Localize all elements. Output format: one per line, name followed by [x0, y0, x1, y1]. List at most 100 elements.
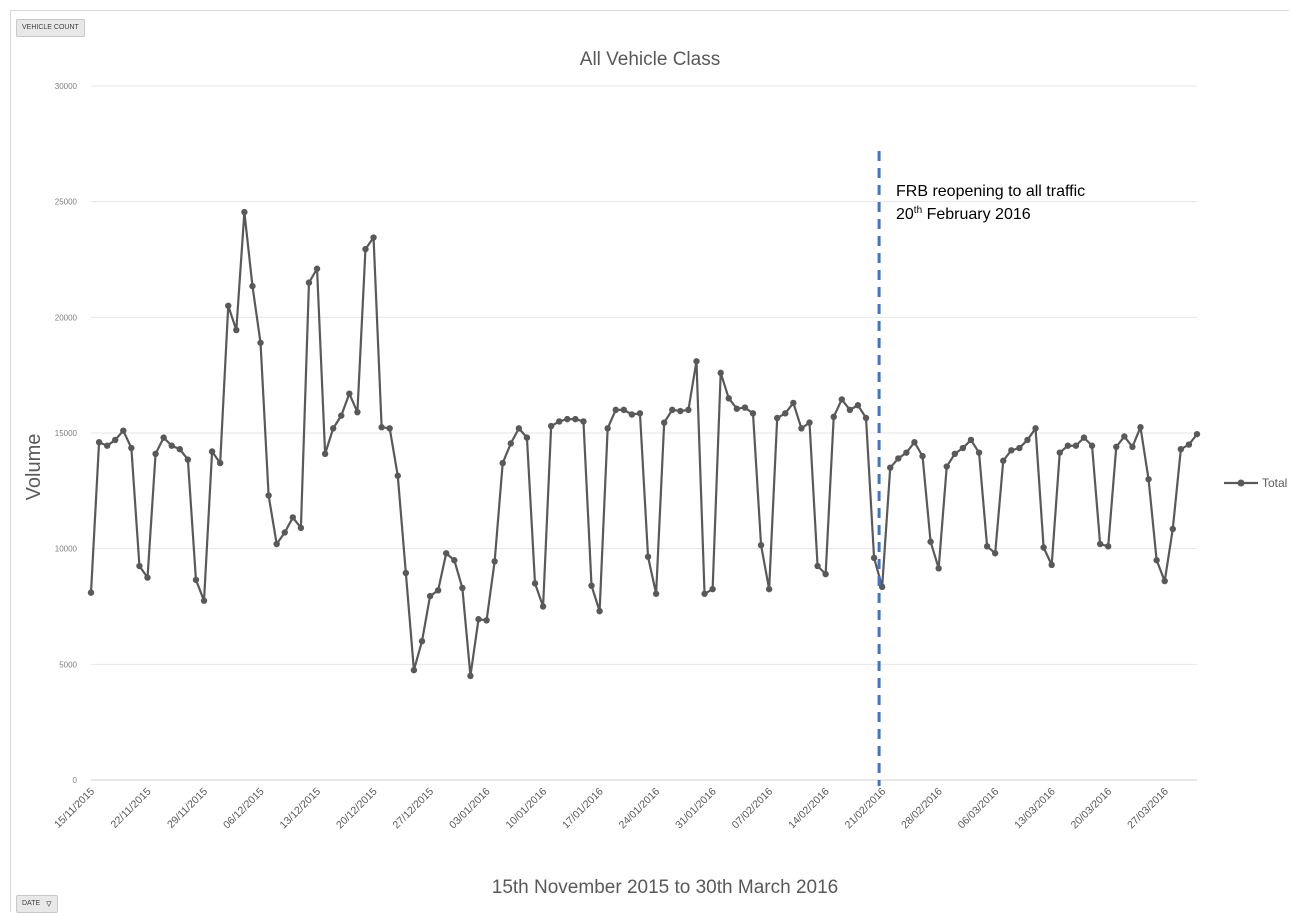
- data-point: [1193, 430, 1201, 438]
- data-point: [1040, 544, 1047, 551]
- data-point: [975, 449, 983, 456]
- data-point: [741, 404, 749, 411]
- x-tick-label: 03/01/2016: [447, 786, 493, 832]
- data-point: [838, 396, 845, 403]
- data-point: [1000, 457, 1007, 464]
- data-point: [725, 395, 732, 402]
- data-point: [580, 418, 587, 425]
- data-point: [507, 440, 514, 447]
- x-tick-label: 22/11/2015: [109, 786, 154, 831]
- data-point: [596, 607, 603, 615]
- data-point: [103, 442, 111, 449]
- data-point: [225, 302, 232, 309]
- chart-title: All Vehicle Class: [580, 49, 720, 70]
- data-point: [628, 411, 636, 418]
- data-point: [620, 406, 628, 414]
- data-point: [983, 543, 991, 550]
- data-point: [1185, 441, 1193, 448]
- data-point: [459, 584, 466, 592]
- data-point: [798, 425, 805, 432]
- data-point: [612, 406, 619, 414]
- vehicle-count-field-button[interactable]: VEHICLE COUNT: [16, 19, 85, 37]
- data-point: [87, 589, 95, 596]
- gridlines: [91, 85, 1197, 781]
- y-axis-label: Volume: [23, 434, 45, 501]
- data-point: [1072, 442, 1080, 449]
- data-point: [822, 570, 829, 578]
- x-tick-label: 27/03/2016: [1125, 786, 1171, 832]
- data-point: [677, 407, 684, 415]
- data-point: [160, 434, 167, 441]
- x-tick-label: 24/01/2016: [617, 786, 663, 832]
- data-point: [757, 541, 765, 549]
- data-point: [273, 540, 280, 548]
- data-point: [1048, 561, 1055, 569]
- y-tick-label: 20000: [55, 313, 78, 322]
- x-tick-label: 20/03/2016: [1069, 786, 1115, 832]
- data-point: [991, 550, 999, 557]
- data-point: [636, 410, 644, 417]
- data-point: [418, 638, 426, 645]
- data-point: [483, 617, 490, 624]
- date-field-label: DATE: [22, 900, 41, 907]
- data-point: [1064, 442, 1072, 449]
- x-tick-label: 21/02/2016: [843, 786, 889, 832]
- data-point: [814, 562, 821, 570]
- data-point: [951, 450, 959, 458]
- data-point: [200, 597, 208, 604]
- x-tick-label: 14/02/2016: [786, 786, 832, 832]
- data-point: [660, 419, 668, 426]
- data-point: [749, 410, 757, 417]
- data-point: [1169, 525, 1176, 533]
- x-tick-label: 20/12/2015: [334, 786, 380, 832]
- data-point: [556, 418, 563, 425]
- legend-label-total: Total: [1262, 476, 1287, 490]
- data-point: [378, 424, 385, 431]
- data-point: [362, 245, 369, 253]
- data-point: [774, 414, 781, 422]
- data-point: [443, 550, 450, 557]
- data-point: [523, 434, 531, 441]
- filter-funnel-icon[interactable]: ▿: [46, 898, 52, 910]
- data-point: [1121, 433, 1128, 440]
- y-tick-label: 10000: [55, 545, 78, 554]
- data-point: [1096, 540, 1104, 548]
- data-point: [1129, 443, 1136, 451]
- data-point: [467, 672, 474, 680]
- data-point: [95, 439, 103, 446]
- data-point: [765, 585, 773, 593]
- data-point: [1104, 543, 1112, 550]
- data-point: [830, 413, 837, 421]
- data-point: [1032, 425, 1039, 432]
- data-point: [547, 422, 555, 430]
- data-point: [644, 553, 652, 560]
- data-point: [903, 449, 910, 456]
- x-tick-label: 06/03/2016: [956, 786, 1002, 832]
- x-tick-label: 10/01/2016: [504, 786, 550, 832]
- data-point: [1024, 436, 1031, 444]
- data-point: [297, 524, 305, 532]
- data-point: [321, 450, 329, 458]
- data-point: [806, 419, 813, 426]
- data-point: [564, 415, 571, 423]
- x-tick-label: 13/03/2016: [1012, 786, 1058, 832]
- data-point: [144, 574, 151, 581]
- data-point: [935, 565, 942, 572]
- data-point: [669, 406, 676, 414]
- data-point: [257, 339, 264, 346]
- data-point: [854, 402, 862, 409]
- data-point: [233, 326, 240, 334]
- data-point: [959, 444, 967, 452]
- x-tick-label: 29/11/2015: [165, 786, 210, 831]
- data-point: [572, 415, 579, 423]
- data-point: [717, 369, 724, 377]
- data-point: [184, 456, 192, 463]
- data-point: [370, 234, 377, 241]
- data-point: [604, 425, 611, 432]
- data-point: [927, 538, 934, 545]
- data-point: [120, 427, 127, 434]
- data-point: [1088, 442, 1096, 449]
- y-tick-labels: 0 5000 10000 15000 20000 25000 30000: [55, 82, 78, 785]
- data-point: [281, 529, 288, 536]
- data-point: [911, 439, 918, 446]
